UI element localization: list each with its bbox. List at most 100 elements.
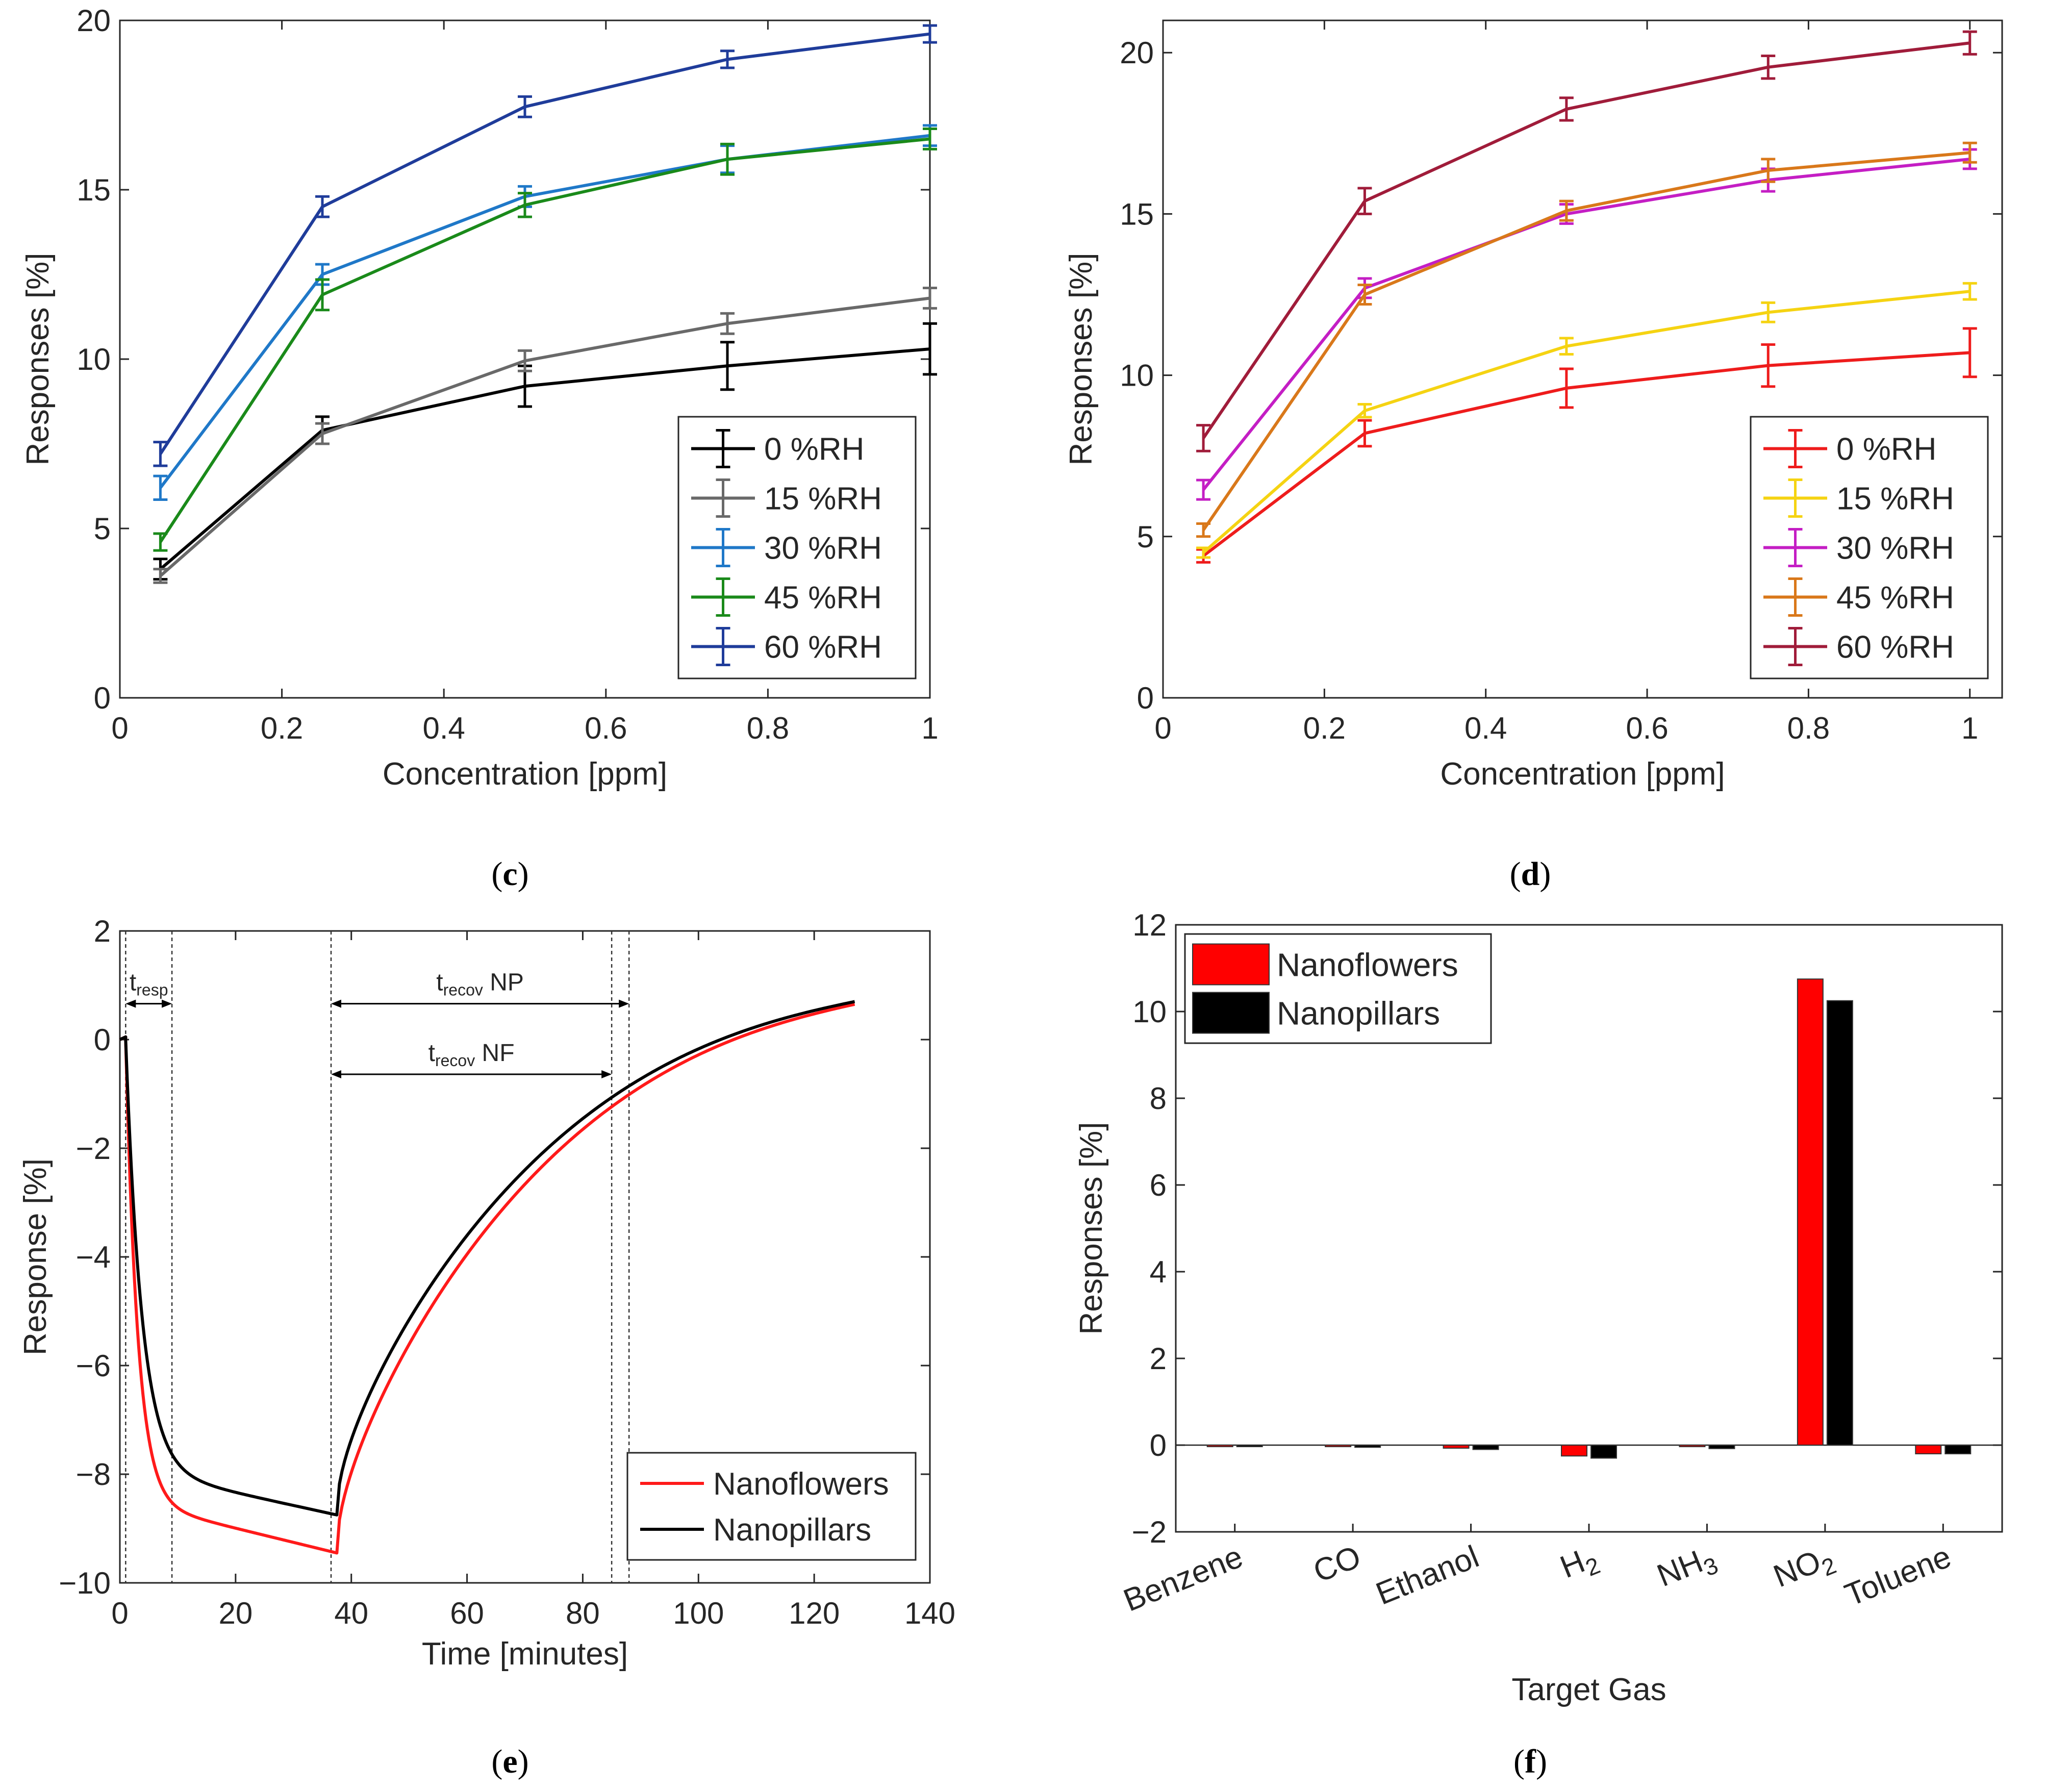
annotation-2: trecov NF: [331, 1040, 612, 1079]
legend-label-3: 45 %RH: [764, 580, 882, 616]
error-bar-d-2: [1196, 478, 1211, 501]
category-label-4: NH3: [1652, 1539, 1722, 1598]
error-bar-c-3: [518, 192, 532, 218]
error-bar-d-1: [1761, 301, 1776, 323]
y-tick-label-f: −2: [1132, 1515, 1167, 1549]
error-bar-d-1: [1196, 546, 1211, 559]
chart-panel-f: −2 0 2 4 6 8 10 12 Target Gas Responses [%] (f) Ben…: [1074, 908, 2003, 1780]
y-tick-label-f: 12: [1132, 908, 1167, 942]
y-tick-label-d: 10: [1120, 359, 1154, 393]
y-tick-label-e: −10: [59, 1566, 111, 1600]
y-tick-label-e: −8: [76, 1457, 111, 1492]
bar-f-0-0: [1206, 1445, 1233, 1447]
legend-label-0: Nanoflowers: [713, 1467, 889, 1502]
error-bar-c-3: [720, 142, 735, 176]
x-tick-label-d: 1: [1961, 711, 1978, 745]
error-bar-c-4: [315, 195, 330, 218]
panel-label-d: (d): [1510, 855, 1551, 893]
category-label-1: CO: [1308, 1539, 1366, 1589]
x-tick-label-e: 20: [218, 1596, 252, 1630]
bar-f-0-5: [1797, 978, 1824, 1446]
annotation-label: trecov NP: [436, 969, 524, 999]
y-tick-label-c: 5: [94, 512, 111, 546]
x-tick-label-e: 100: [673, 1596, 724, 1630]
y-tick-label-f: 2: [1150, 1342, 1167, 1376]
legend-label-1: Nanopillars: [1277, 995, 1440, 1032]
error-bar-d-0: [1761, 343, 1776, 388]
error-bar-c-1: [153, 568, 168, 584]
error-bar-c-0: [720, 341, 735, 391]
bar-f-1-4: [1708, 1445, 1735, 1449]
legend-label-0: 0 %RH: [764, 432, 864, 467]
error-bar-c-3: [153, 532, 168, 552]
bar-f-1-0: [1236, 1445, 1263, 1447]
x-tick-label-c: 0.4: [422, 711, 465, 745]
error-bar-c-4: [720, 49, 735, 69]
error-bar-d-1: [1357, 403, 1372, 419]
x-tick-label-c: 0.6: [585, 711, 627, 745]
bar-f-0-2: [1443, 1445, 1470, 1449]
x-tick-label-e: 80: [566, 1596, 600, 1630]
y-tick-label-f: 10: [1132, 995, 1167, 1029]
panel-label-f: (f): [1513, 1743, 1547, 1780]
bar-f-1-5: [1826, 1000, 1853, 1446]
panel-label-c: (c): [491, 855, 528, 893]
error-bar-c-4: [518, 95, 532, 118]
legend-label-1: 15 %RH: [1836, 482, 1954, 517]
chart-panel-d: 0 5 10 15 20 0 0.2 0.4 0.6 0.8 1 Concentration [ppm…: [1064, 19, 2003, 893]
annotation-arrow-head-left: [331, 999, 342, 1008]
legend-label-0: Nanoflowers: [1277, 947, 1458, 983]
error-bar-c-2: [153, 474, 168, 501]
legend-c: 0 %RH 15 %RH 30 %RH 45 %RH 60 %RH: [677, 416, 917, 679]
y-tick-label-f: 0: [1150, 1428, 1167, 1462]
error-bar-c-3: [923, 127, 937, 150]
y-tick-label-d: 20: [1120, 36, 1154, 70]
legend-label-4: 60 %RH: [1836, 630, 1954, 665]
error-bar-d-1: [1559, 337, 1574, 356]
error-bar-d-4: [1196, 424, 1211, 452]
error-bar-c-1: [518, 349, 532, 372]
y-tick-label-f: 6: [1150, 1168, 1167, 1202]
legend-box: [626, 1452, 917, 1561]
panel-label-e: (e): [491, 1743, 528, 1780]
x-axis-label-f: Target Gas: [1511, 1672, 1666, 1707]
x-axis-label-c: Concentration [ppm]: [383, 756, 667, 792]
error-bar-d-3: [1559, 199, 1574, 222]
error-bar-c-1: [923, 287, 937, 310]
category-label-6: Toluene: [1840, 1539, 1956, 1613]
x-tick-label-c: 0: [111, 711, 128, 745]
legend-f: Nanoflowers Nanopillars: [1184, 933, 1492, 1044]
category-label-2: Ethanol: [1371, 1539, 1484, 1612]
y-tick-label-e: 0: [94, 1023, 111, 1057]
y-tick-label-e: −6: [76, 1349, 111, 1383]
legend-swatch-1: [1192, 992, 1270, 1034]
y-tick-label-c: 0: [94, 681, 111, 715]
error-bar-d-3: [1357, 284, 1372, 306]
y-axis-label-c: Responses [%]: [20, 253, 56, 466]
error-bar-c-4: [153, 441, 168, 467]
y-axis-label-e: Response [%]: [18, 1158, 53, 1355]
error-bar-d-3: [1196, 522, 1211, 538]
bar-f-1-6: [1944, 1445, 1972, 1454]
error-bar-d-3: [1761, 158, 1776, 183]
bar-f-1-2: [1472, 1445, 1499, 1450]
x-tick-label-d: 0.4: [1464, 711, 1507, 745]
y-tick-label-e: 2: [94, 914, 111, 948]
annotation-arrow-head-left: [125, 999, 136, 1008]
x-tick-label-c: 0.2: [261, 711, 303, 745]
annotation-label: trecov NF: [428, 1040, 515, 1070]
bar-f-0-6: [1915, 1445, 1942, 1454]
y-tick-label-c: 20: [77, 4, 111, 38]
category-label-0: Benzene: [1119, 1539, 1248, 1619]
x-axis-label-e: Time [minutes]: [422, 1636, 628, 1672]
legend-e: Nanoflowers Nanopillars: [626, 1452, 917, 1561]
x-tick-label-c: 0.8: [747, 711, 789, 745]
error-bar-d-3: [1962, 141, 1977, 164]
series-line-e-1: [119, 1000, 855, 1517]
legend-label-2: 30 %RH: [1836, 531, 1954, 566]
bar-f-0-1: [1325, 1445, 1352, 1447]
error-bar-d-4: [1962, 30, 1977, 56]
annotation-arrow-head-right: [619, 999, 629, 1008]
annotation-1: trecov NP: [331, 969, 629, 1008]
x-axis-label-d: Concentration [ppm]: [1440, 756, 1725, 792]
